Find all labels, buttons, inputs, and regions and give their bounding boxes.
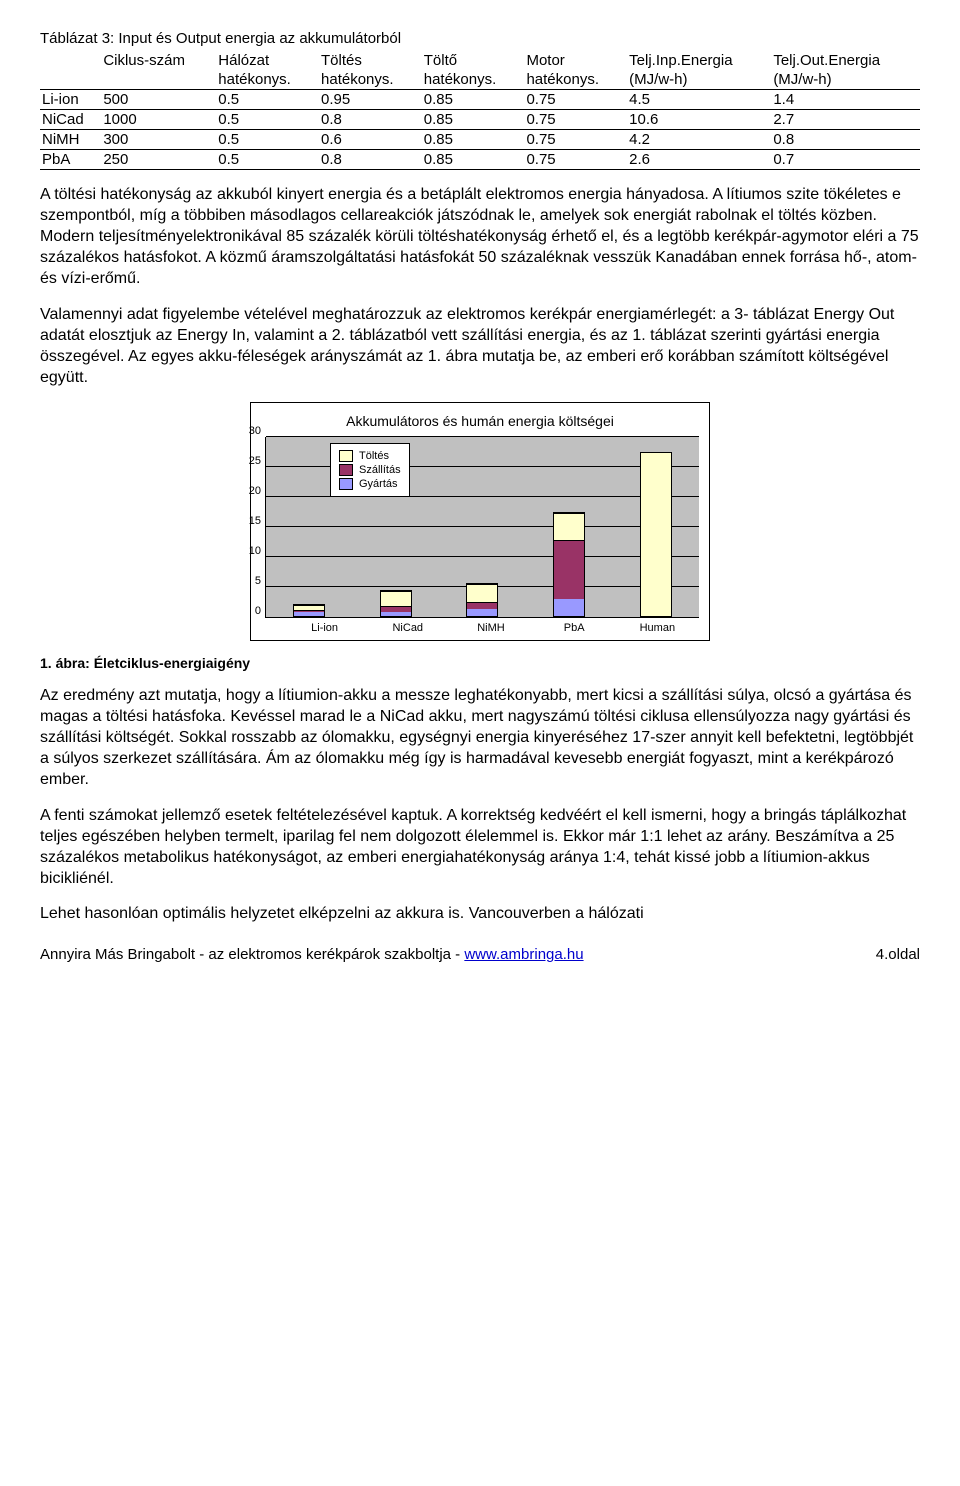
page-footer: Annyira Más Bringabolt - az elektromos k… [40,946,920,963]
th: hatékonys. [216,70,319,90]
cell: 0.5 [216,150,319,170]
footer-page-number: 4.oldal [876,946,920,963]
x-label: NiMH [466,622,516,634]
cell: Li-ion [40,90,101,110]
th [40,70,101,90]
cell: 0.5 [216,110,319,130]
th: hatékonys. [422,70,525,90]
x-label: NiCad [383,622,433,634]
table-header-row-2: hatékonys. hatékonys. hatékonys. hatékon… [40,70,920,90]
th: Motor [524,51,627,70]
th [40,51,101,70]
table-header-row-1: Ciklus-szám Hálózat Töltés Töltő Motor T… [40,51,920,70]
th: Töltő [422,51,525,70]
x-label: Li-ion [300,622,350,634]
bar-PbA [553,512,585,617]
table-row: NiMH 300 0.5 0.6 0.85 0.75 4.2 0.8 [40,130,920,150]
cell: 4.5 [627,90,771,110]
legend-label: Gyártás [359,478,398,490]
energy-chart: Akkumulátoros és humán energia költségei… [250,402,710,641]
legend-label: Szállítás [359,464,401,476]
table-caption: Táblázat 3: Input és Output energia az a… [40,30,920,47]
legend-swatch-icon [339,450,353,462]
legend-item-szallitas: Szállítás [339,464,401,476]
cell: 300 [101,130,216,150]
x-label: Human [632,622,682,634]
cell: NiCad [40,110,101,130]
th: Hálózat [216,51,319,70]
bar-NiCad [380,590,412,617]
cell: 0.8 [319,110,422,130]
cell: 2.6 [627,150,771,170]
figure-caption: 1. ábra: Életciklus-energiaigény [40,655,920,671]
chart-plot-area: Töltés Szállítás Gyártás [265,437,699,618]
paragraph-1: A töltési hatékonyság az akkuból kinyert… [40,184,920,290]
table-row: PbA 250 0.5 0.8 0.85 0.75 2.6 0.7 [40,150,920,170]
th: Ciklus-szám [101,51,216,70]
chart-title: Akkumulátoros és humán energia költségei [261,413,699,429]
paragraph-4: A fenti számokat jellemző esetek feltéte… [40,805,920,889]
x-label: PbA [549,622,599,634]
cell: NiMH [40,130,101,150]
cell: 0.6 [319,130,422,150]
chart-frame: Akkumulátoros és humán energia költségei… [250,402,710,641]
footer-text: Annyira Más Bringabolt - az elektromos k… [40,946,464,963]
footer-link[interactable]: www.ambringa.hu [464,946,583,963]
bar-Human [640,452,672,617]
th: Telj.Out.Energia [771,51,920,70]
cell: 0.75 [524,110,627,130]
th: Telj.Inp.Energia [627,51,771,70]
table-row: NiCad 1000 0.5 0.8 0.85 0.75 10.6 2.7 [40,110,920,130]
cell: 500 [101,90,216,110]
cell: 10.6 [627,110,771,130]
chart-x-axis: Li-ion NiCad NiMH PbA Human [283,622,699,634]
footer-left: Annyira Más Bringabolt - az elektromos k… [40,946,584,963]
th: hatékonys. [524,70,627,90]
th [101,70,216,90]
cell: 0.85 [422,110,525,130]
cell: 0.85 [422,130,525,150]
cell: 1.4 [771,90,920,110]
cell: 0.8 [319,150,422,170]
table-row: Li-ion 500 0.5 0.95 0.85 0.75 4.5 1.4 [40,90,920,110]
cell: 0.85 [422,90,525,110]
cell: 4.2 [627,130,771,150]
legend-item-toltes: Töltés [339,450,401,462]
cell: 0.5 [216,130,319,150]
paragraph-5: Lehet hasonlóan optimális helyzetet elké… [40,903,920,924]
cell: 250 [101,150,216,170]
legend-swatch-icon [339,464,353,476]
cell: 0.75 [524,90,627,110]
paragraph-2: Valamennyi adat figyelembe vételével meg… [40,304,920,388]
cell: 0.95 [319,90,422,110]
cell: 0.7 [771,150,920,170]
legend-swatch-icon [339,478,353,490]
cell: 2.7 [771,110,920,130]
energy-table: Ciklus-szám Hálózat Töltés Töltő Motor T… [40,51,920,170]
bar-NiMH [466,583,498,617]
cell: 0.8 [771,130,920,150]
paragraph-3: Az eredmény azt mutatja, hogy a lítiumio… [40,685,920,791]
cell: 0.5 [216,90,319,110]
chart-legend: Töltés Szállítás Gyártás [330,443,410,497]
cell: 1000 [101,110,216,130]
th: (MJ/w-h) [627,70,771,90]
bar-Li-ion [293,604,325,617]
legend-label: Töltés [359,450,389,462]
cell: 0.85 [422,150,525,170]
cell: 0.75 [524,150,627,170]
th: Töltés [319,51,422,70]
legend-item-gyartas: Gyártás [339,478,401,490]
cell: PbA [40,150,101,170]
cell: 0.75 [524,130,627,150]
th: hatékonys. [319,70,422,90]
th: (MJ/w-h) [771,70,920,90]
